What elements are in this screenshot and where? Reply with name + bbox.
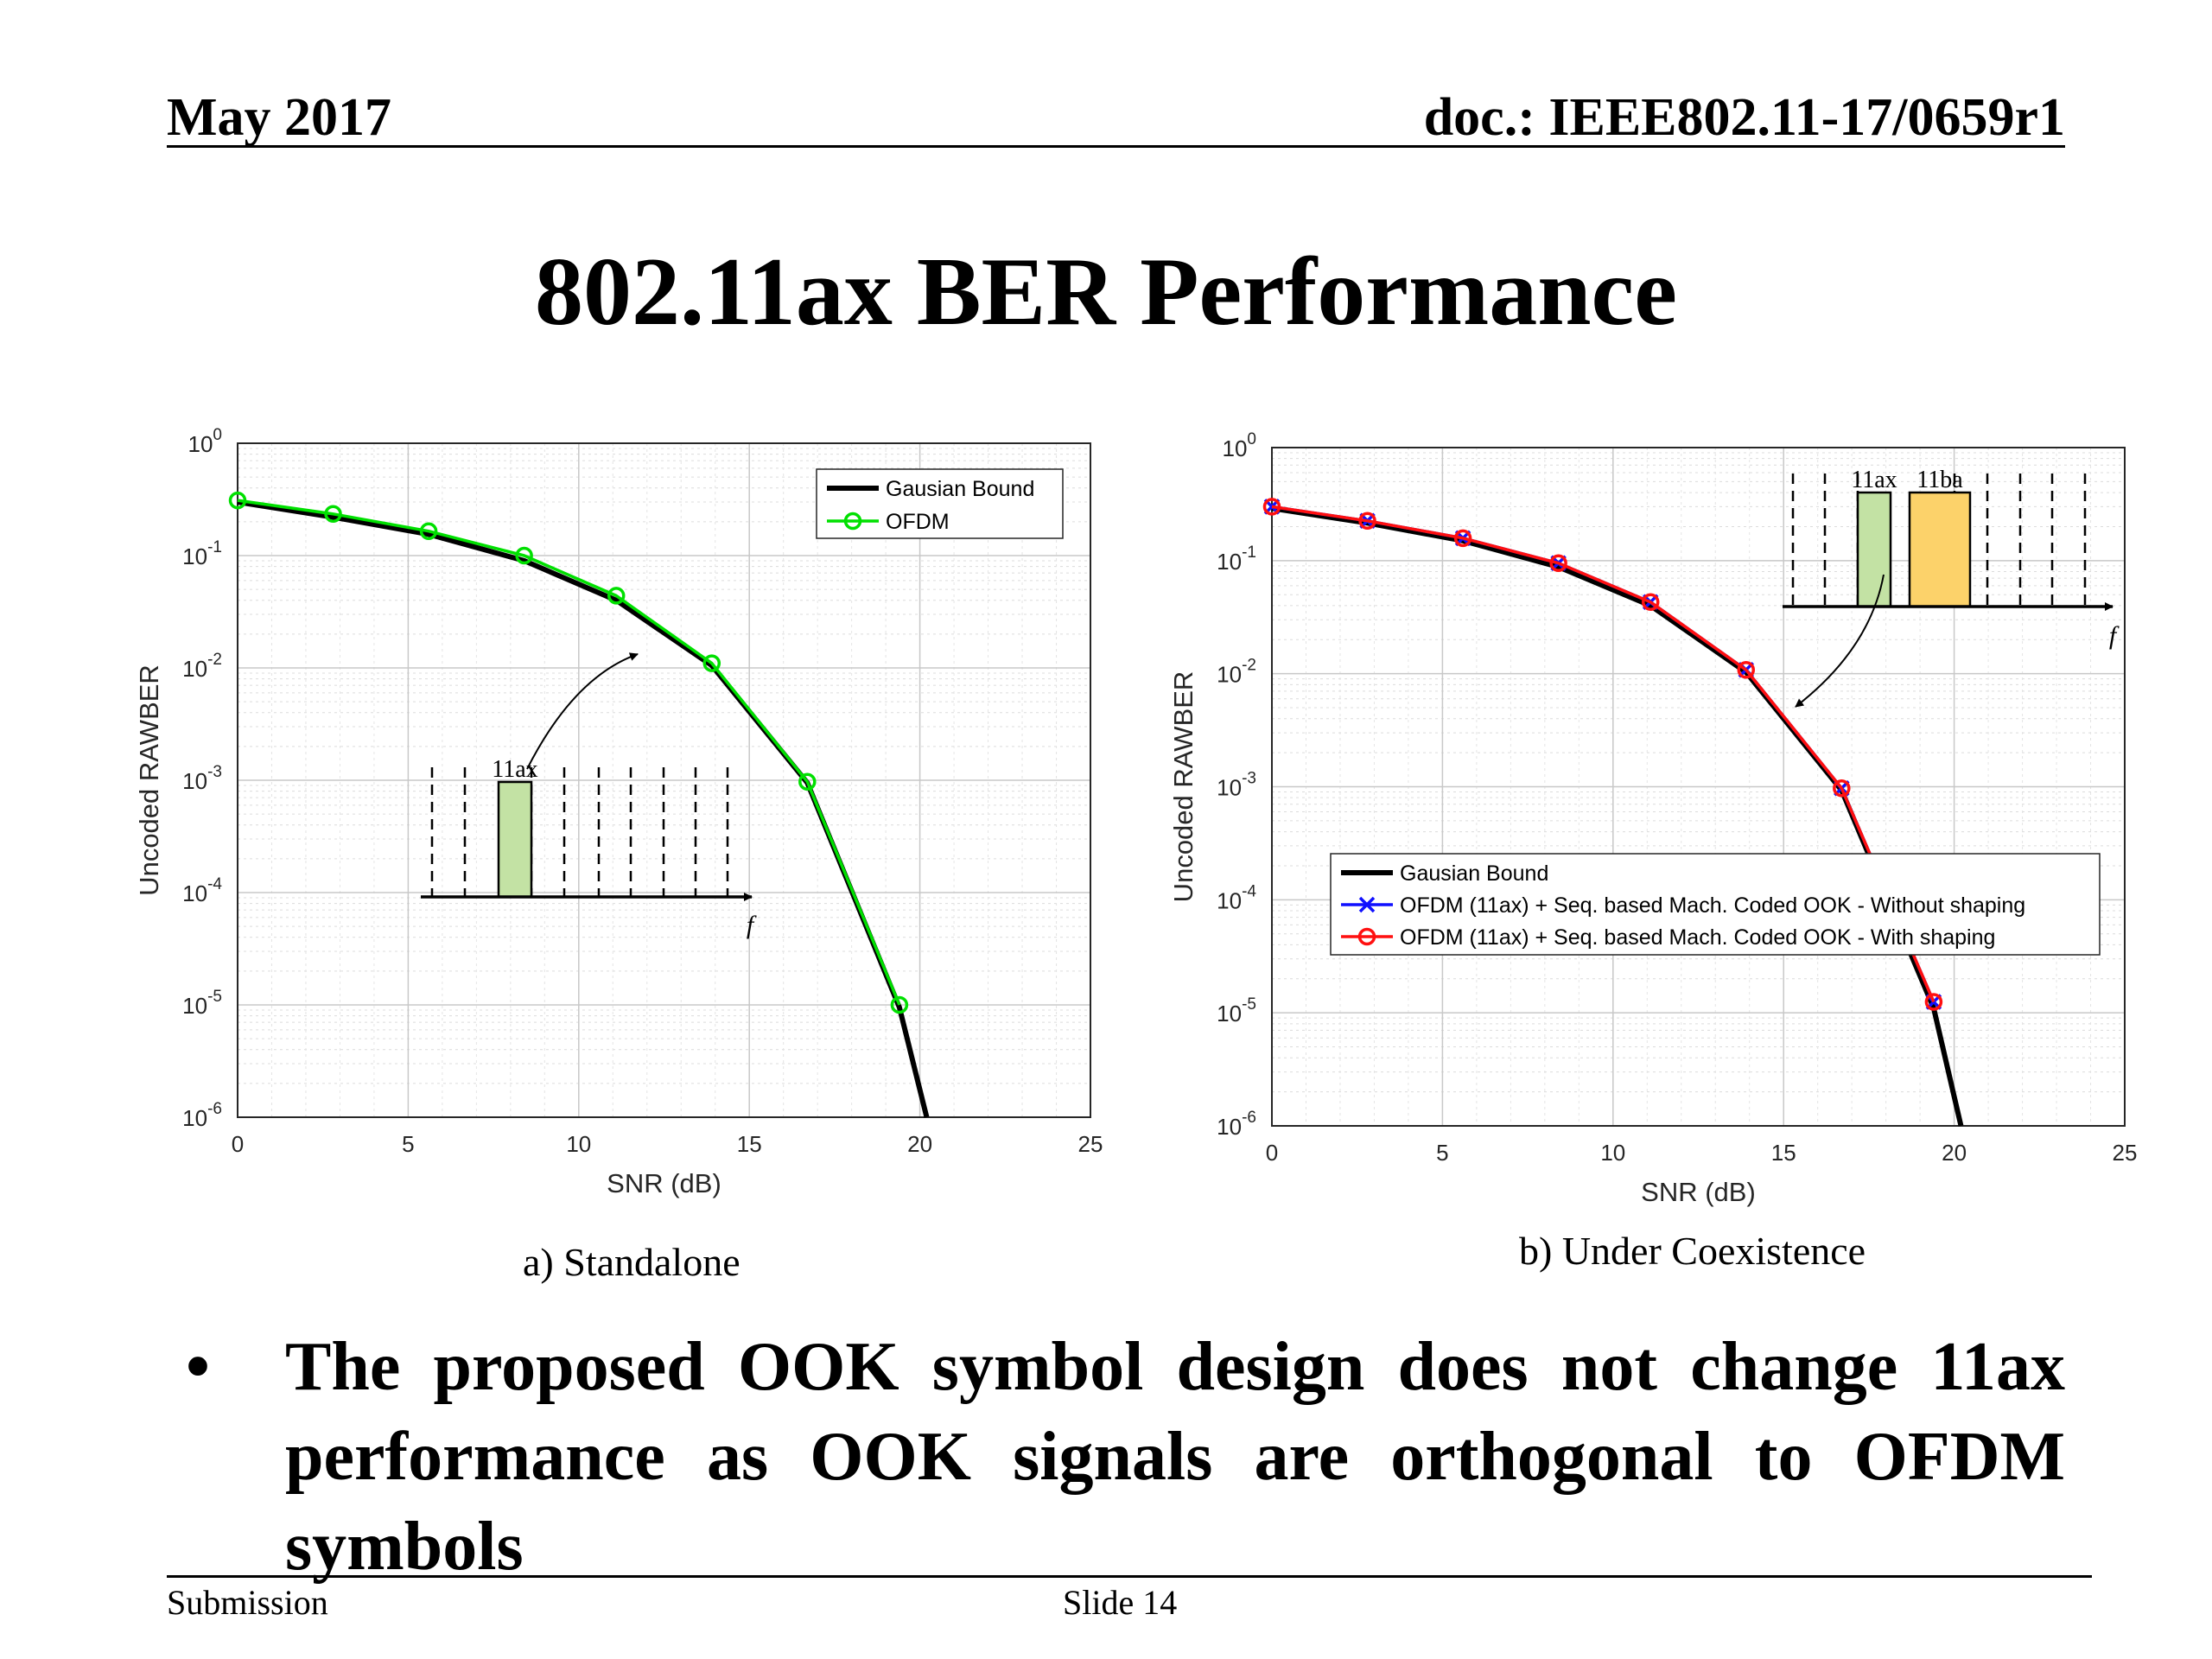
- x-tick-label: 0: [1266, 1140, 1278, 1166]
- caption-standalone: a) Standalone: [523, 1240, 741, 1284]
- legend-box: [1330, 853, 2101, 956]
- x-axis-label: SNR (dB): [607, 1168, 721, 1198]
- y-tick-label: 10-4: [1217, 882, 1256, 913]
- data-point-marker: [419, 522, 438, 540]
- data-point-marker: [1924, 993, 1943, 1011]
- footer-divider: [167, 1575, 2092, 1578]
- x-tick-label: 20: [1942, 1140, 1967, 1166]
- data-point-marker: [1358, 512, 1376, 531]
- axes-frame: [1271, 447, 2126, 1127]
- legend-marker: [1358, 896, 1376, 913]
- footer-submission: Submission: [167, 1583, 328, 1622]
- data-point-marker: [607, 587, 626, 605]
- x-tick-label: 15: [1771, 1140, 1796, 1166]
- footer-slide-number: Slide 14: [1063, 1583, 1178, 1622]
- series-line: [1271, 505, 1936, 1003]
- legend-label: OFDM (11ax) + Seq. based Mach. Coded OOK…: [1400, 893, 2025, 918]
- x-tick-label: 10: [1600, 1140, 1625, 1166]
- x-tick-label: 0: [232, 1131, 244, 1157]
- x-tick-label: 20: [907, 1131, 932, 1157]
- inset-band-bar: [1856, 491, 1892, 608]
- y-tick-label: 10-3: [1217, 770, 1256, 801]
- bullet-point: • The proposed OOK symbol design does no…: [186, 1322, 2065, 1592]
- y-tick-label: 10-1: [182, 538, 222, 569]
- y-tick-label: 10-1: [1217, 543, 1256, 575]
- inset-band-bar: [497, 780, 533, 899]
- data-point-marker: [324, 505, 342, 524]
- y-tick-label: 10-5: [182, 988, 222, 1019]
- series-1: [228, 491, 909, 1014]
- data-point-marker: [228, 491, 247, 510]
- axes-frame: [237, 442, 1091, 1118]
- x-tick-label: 25: [1078, 1131, 1103, 1157]
- chart-legend: Gausian Bound OFDM (11ax) + Seq. based Ma…: [1330, 853, 2101, 956]
- inset-pointer-arrow: [1795, 574, 1885, 708]
- y-tick-label: 100: [188, 426, 223, 457]
- slide-title: 802.11ax BER Performance: [535, 238, 1677, 346]
- legend-label: Gausian Bound: [886, 477, 1034, 501]
- data-point-marker: [702, 654, 721, 672]
- legend-label: OFDM (11ax) + Seq. based Mach. Coded OOK…: [1400, 925, 1995, 950]
- header-doc-id: doc.: IEEE802.11-17/0659r1: [1423, 88, 2065, 147]
- inset-band-label: 11ax: [492, 756, 537, 783]
- data-point-marker: [1453, 529, 1472, 548]
- x-tick-label: 10: [566, 1131, 591, 1157]
- legend-label: Gausian Bound: [1400, 861, 1548, 886]
- data-point-marker: [1549, 554, 1567, 572]
- data-point-marker: [1262, 498, 1281, 516]
- legend-marker: [1357, 927, 1376, 946]
- inset-band-label: 11ba: [1916, 467, 1963, 493]
- legend-marker: [843, 512, 862, 531]
- header-divider: [167, 145, 2065, 148]
- bullet-text: The proposed OOK symbol design does not …: [285, 1329, 2065, 1585]
- bullet-dot-icon: •: [186, 1329, 211, 1405]
- data-point-marker: [1737, 661, 1756, 679]
- x-tick-label: 5: [1436, 1140, 1448, 1166]
- chart-legend: Gausian Bound OFDM: [816, 468, 1064, 539]
- chart-coexistence: 0 5 10 15 20 25 10-6 10-5 10-4 10-3 10-2 10-1 100 SNR…: [1168, 430, 2137, 1207]
- inset-band-label: 11ax: [1851, 467, 1897, 493]
- y-tick-label: 100: [1223, 430, 1257, 461]
- inset-pointer-arrow: [526, 652, 639, 770]
- y-axis-label: Uncoded RAWBER: [1168, 671, 1198, 903]
- header-date: May 2017: [167, 88, 392, 147]
- inset-band-bar: [1908, 491, 1972, 608]
- y-tick-label: 10-6: [1217, 1109, 1256, 1140]
- data-point-marker: [1641, 593, 1660, 612]
- y-tick-label: 10-3: [182, 763, 222, 794]
- y-tick-label: 10-6: [182, 1100, 222, 1131]
- x-tick-label: 5: [402, 1131, 414, 1157]
- x-tick-label: 15: [737, 1131, 762, 1157]
- legend-label: OFDM: [886, 510, 950, 534]
- y-tick-label: 10-5: [1217, 995, 1256, 1027]
- chart-standalone: 0 5 10 15 20 25 10-6 10-5 10-4 10-3 10-2 10-1 100 SNR…: [134, 426, 1103, 1198]
- y-tick-label: 10-2: [1217, 657, 1256, 688]
- y-axis-label: Uncoded RAWBER: [134, 664, 164, 896]
- series-2: [1262, 498, 1943, 1011]
- y-tick-label: 10-2: [182, 651, 222, 682]
- x-axis-label: SNR (dB): [1641, 1177, 1756, 1207]
- caption-coexistence: b) Under Coexistence: [1519, 1229, 1866, 1273]
- data-point-marker: [798, 772, 817, 791]
- y-tick-label: 10-4: [182, 875, 222, 906]
- data-point-marker: [515, 546, 533, 565]
- data-point-marker: [1833, 779, 1851, 798]
- x-tick-label: 25: [2113, 1140, 2138, 1166]
- data-point-marker: [890, 995, 909, 1014]
- series-line: [237, 499, 901, 1006]
